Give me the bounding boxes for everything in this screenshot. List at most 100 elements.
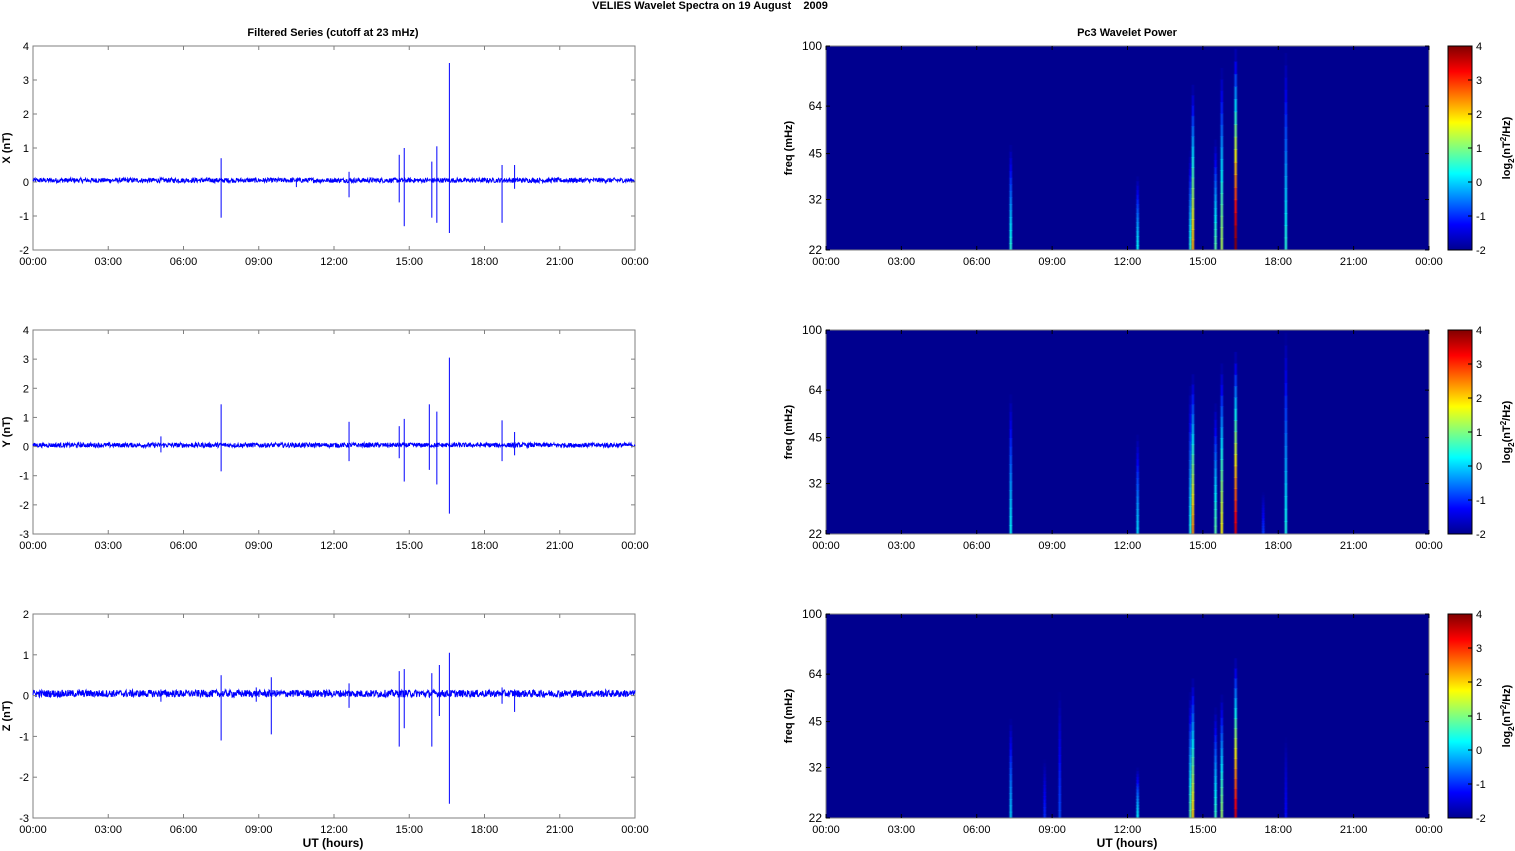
power-streak xyxy=(1189,794,1192,803)
x-tick-label: 03:00 xyxy=(94,824,122,836)
power-streak xyxy=(1191,504,1195,515)
y-axis-label: freq (mHz) xyxy=(783,688,795,743)
x-tick-label: 09:00 xyxy=(1038,824,1066,836)
power-streak xyxy=(1234,758,1237,769)
power-streak xyxy=(1220,238,1223,251)
power-streak xyxy=(1043,810,1046,815)
power-streak xyxy=(1136,231,1139,237)
x-tick-label: 18:00 xyxy=(1264,256,1292,268)
power-streak xyxy=(1284,357,1287,371)
power-streak xyxy=(1136,217,1139,223)
power-streak xyxy=(1214,180,1217,189)
power-streak xyxy=(1191,791,1195,802)
power-streak xyxy=(1136,509,1139,516)
power-streak xyxy=(1009,230,1012,238)
colorbar-tick-label: -2 xyxy=(1476,245,1486,257)
power-streak xyxy=(1189,497,1192,507)
y-tick-label: 64 xyxy=(809,383,823,397)
colorbar-label: log2(nT2/Hz) xyxy=(1499,684,1515,747)
y-tick-label: 4 xyxy=(23,41,29,53)
y-tick-label: 1 xyxy=(23,650,29,662)
power-streak xyxy=(1234,698,1237,709)
power-streak xyxy=(1009,144,1012,152)
power-streak xyxy=(1262,507,1265,511)
power-streak xyxy=(1234,224,1237,238)
power-streak xyxy=(1191,695,1195,706)
power-streak xyxy=(1189,469,1192,479)
power-streak xyxy=(1214,160,1217,168)
power-streak xyxy=(1220,374,1223,386)
power-streak xyxy=(1220,363,1223,375)
power-streak xyxy=(1189,778,1192,788)
power-streak xyxy=(1284,345,1287,359)
power-streak xyxy=(1191,239,1195,251)
power-streak xyxy=(1136,240,1139,246)
power-streak xyxy=(1214,769,1217,778)
colorbar-label-part: /Hz) xyxy=(1501,116,1513,137)
x-tick-label: 00:00 xyxy=(1415,256,1443,268)
power-streak xyxy=(1043,759,1046,764)
power-streak xyxy=(1136,213,1139,219)
power-streak xyxy=(1189,181,1192,189)
power-streak xyxy=(1220,717,1223,726)
power-streak xyxy=(1220,147,1223,160)
power-streak xyxy=(1284,792,1287,799)
power-streak xyxy=(1009,755,1012,763)
power-streak xyxy=(1234,522,1237,535)
power-streak xyxy=(1214,509,1217,519)
power-streak xyxy=(1191,765,1195,775)
x-tick-label: 12:00 xyxy=(1114,256,1142,268)
x-tick-label: 03:00 xyxy=(94,256,122,268)
power-streak xyxy=(1189,237,1192,245)
power-streak xyxy=(1214,721,1217,729)
power-streak xyxy=(1220,136,1223,149)
y-tick-label: 45 xyxy=(809,147,823,161)
x-tick-label: 15:00 xyxy=(1189,256,1217,268)
power-streak xyxy=(1009,243,1012,251)
power-streak xyxy=(1284,782,1287,789)
power-streak xyxy=(1058,794,1061,803)
power-streak xyxy=(1189,413,1192,424)
power-streak xyxy=(1214,525,1217,535)
power-streak xyxy=(1136,770,1139,775)
power-streak xyxy=(1234,499,1237,512)
power-streak xyxy=(1220,502,1223,514)
power-streak xyxy=(1136,222,1139,228)
power-streak xyxy=(1234,237,1237,251)
power-streak xyxy=(1189,422,1192,433)
figure-title: VELIES Wavelet Spectra on 19 August 2009 xyxy=(592,0,828,12)
x-tick-label: 21:00 xyxy=(546,540,574,552)
right-column-title: Pc3 Wavelet Power xyxy=(1077,27,1178,39)
colorbar-tick-label: 3 xyxy=(1476,75,1482,87)
power-streak xyxy=(1214,493,1217,502)
colorbar-label-part: 2 xyxy=(1499,704,1508,709)
power-streak xyxy=(1284,332,1287,346)
plot-frame xyxy=(32,45,636,251)
power-streak xyxy=(1214,444,1217,453)
y-tick-label: 64 xyxy=(809,667,823,681)
power-streak xyxy=(1058,770,1061,780)
x-tick-label: 00:00 xyxy=(621,540,649,552)
power-streak xyxy=(1009,446,1012,456)
power-streak xyxy=(1220,702,1223,711)
power-streak xyxy=(1284,802,1287,809)
colorbar-tick-label: 4 xyxy=(1476,41,1482,53)
power-streak xyxy=(1191,484,1195,495)
power-streak xyxy=(1191,524,1195,535)
power-streak xyxy=(1284,383,1287,397)
power-streak xyxy=(1136,194,1139,200)
power-streak xyxy=(1284,797,1287,804)
power-streak xyxy=(1009,204,1012,212)
power-streak xyxy=(1220,384,1223,396)
y-tick-label: -2 xyxy=(19,245,29,257)
power-streak xyxy=(1189,150,1192,158)
power-streak xyxy=(1189,459,1192,470)
power-streak xyxy=(1234,788,1237,799)
power-streak xyxy=(1189,169,1192,176)
power-streak xyxy=(1234,397,1237,410)
y-axis-label: Y (nT) xyxy=(1,416,13,447)
power-streak xyxy=(1009,190,1012,198)
x-tick-label: 00:00 xyxy=(812,540,840,552)
colorbar-label-part: log xyxy=(1501,731,1513,748)
power-streak xyxy=(1214,236,1217,244)
